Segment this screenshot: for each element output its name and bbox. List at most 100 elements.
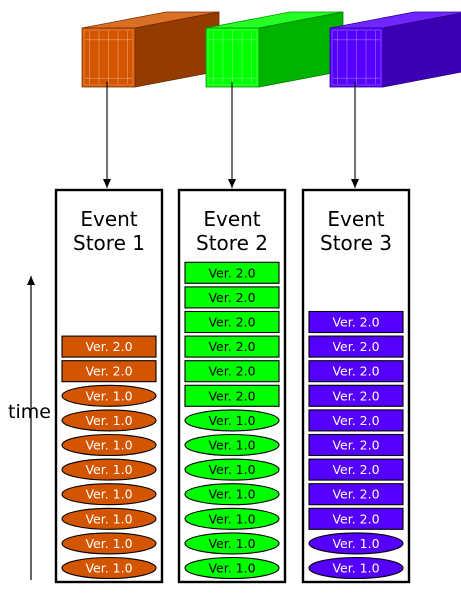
event-item-shape [184, 384, 280, 407]
event-item-label: Ver. 1.0 [208, 536, 255, 551]
event-item-label: Ver. 2.0 [208, 339, 255, 354]
event-item-label: Ver. 1.0 [85, 561, 132, 576]
event-item-v1: Ver. 1.0 [61, 458, 157, 481]
event-item-shape [308, 409, 404, 432]
event-item-v1: Ver. 1.0 [61, 433, 157, 457]
event-item-label: Ver. 1.0 [208, 462, 255, 477]
event-item-shape [184, 286, 280, 309]
event-item-label: Ver. 1.0 [208, 413, 255, 428]
event-item-v2: Ver. 2.0 [184, 286, 280, 309]
event-item-label: Ver. 2.0 [208, 315, 255, 330]
event-item-label: Ver. 2.0 [208, 265, 255, 280]
shipping-container-icon [205, 11, 344, 88]
event-item-shape [61, 483, 157, 506]
event-item-v2: Ver. 2.0 [184, 335, 280, 358]
event-item-label: Ver. 2.0 [332, 364, 379, 379]
event-store-title-line1: Event [327, 207, 384, 231]
event-item-v2: Ver. 2.0 [308, 335, 404, 358]
event-item-label: Ver. 2.0 [208, 290, 255, 305]
event-store-title-line2: Store 1 [73, 231, 145, 255]
arrows-layer [103, 82, 359, 188]
containers-layer [81, 11, 461, 88]
event-item-label: Ver. 2.0 [332, 462, 379, 477]
event-item-shape [308, 433, 404, 457]
event-item-label: Ver. 2.0 [85, 364, 132, 379]
event-item-shape [184, 261, 280, 284]
shipping-container-icon [81, 11, 220, 88]
event-item-v1: Ver. 1.0 [184, 458, 280, 481]
event-item-v1: Ver. 1.0 [184, 556, 280, 580]
event-item-v2: Ver. 2.0 [184, 310, 280, 334]
event-item-shape [184, 335, 280, 358]
event-item-label: Ver. 2.0 [332, 388, 379, 403]
event-item-label: Ver. 1.0 [85, 438, 132, 453]
event-item-shape [184, 360, 280, 383]
event-item-v1: Ver. 1.0 [184, 433, 280, 457]
event-item-label: Ver. 1.0 [85, 511, 132, 526]
event-item-label: Ver. 1.0 [208, 561, 255, 576]
event-item-v2: Ver. 2.0 [61, 360, 157, 383]
event-item-shape [61, 433, 157, 457]
event-item-label: Ver. 1.0 [85, 388, 132, 403]
event-item-v1: Ver. 1.0 [61, 409, 157, 432]
event-store-title-line2: Store 3 [320, 231, 392, 255]
event-item-shape [61, 556, 157, 580]
event-item-label: Ver. 2.0 [332, 339, 379, 354]
event-item-v1: Ver. 1.0 [184, 532, 280, 555]
event-item-v1: Ver. 1.0 [61, 532, 157, 555]
event-item-shape [61, 384, 157, 407]
event-item-v2: Ver. 2.0 [308, 458, 404, 481]
event-item-shape [184, 556, 280, 580]
event-item-v2: Ver. 2.0 [61, 335, 157, 358]
event-item-v2: Ver. 2.0 [308, 483, 404, 506]
event-item-shape [184, 507, 280, 530]
event-item-v2: Ver. 2.0 [308, 384, 404, 407]
event-item-v1: Ver. 1.0 [308, 556, 404, 580]
event-item-v2: Ver. 2.0 [308, 409, 404, 432]
event-item-v1: Ver. 1.0 [61, 556, 157, 580]
event-item-shape [61, 335, 157, 358]
event-item-v2: Ver. 2.0 [308, 433, 404, 457]
event-item-label: Ver. 2.0 [332, 438, 379, 453]
event-item-v2: Ver. 2.0 [184, 261, 280, 284]
event-item-label: Ver. 1.0 [85, 536, 132, 551]
event-item-shape [308, 556, 404, 580]
event-item-v2: Ver. 2.0 [184, 360, 280, 383]
event-item-shape [184, 483, 280, 506]
event-item-label: Ver. 2.0 [332, 511, 379, 526]
event-item-shape [61, 532, 157, 555]
event-item-shape [184, 532, 280, 555]
event-item-shape [308, 483, 404, 506]
event-item-label: Ver. 2.0 [332, 315, 379, 330]
event-item-v2: Ver. 2.0 [308, 507, 404, 530]
event-item-label: Ver. 1.0 [85, 487, 132, 502]
event-item-shape [308, 384, 404, 407]
event-item-shape [61, 409, 157, 432]
event-item-shape [184, 310, 280, 334]
event-item-label: Ver. 1.0 [208, 438, 255, 453]
container-door-detail [83, 29, 134, 86]
event-store-title-line1: Event [80, 207, 137, 231]
event-item-shape [184, 433, 280, 457]
time-axis: time [8, 276, 51, 580]
event-item-label: Ver. 1.0 [85, 413, 132, 428]
event-item-shape [308, 310, 404, 334]
container-door-detail [331, 29, 382, 86]
event-item-label: Ver. 2.0 [332, 487, 379, 502]
event-item-v2: Ver. 2.0 [308, 310, 404, 334]
event-item-label: Ver. 1.0 [332, 561, 379, 576]
event-item-v2: Ver. 2.0 [184, 384, 280, 407]
event-item-v1: Ver. 1.0 [61, 507, 157, 530]
event-item-label: Ver. 1.0 [208, 487, 255, 502]
event-item-label: Ver. 2.0 [85, 339, 132, 354]
event-item-v1: Ver. 1.0 [184, 483, 280, 506]
shipping-container-icon [329, 11, 461, 88]
event-item-shape [61, 507, 157, 530]
event-item-v1: Ver. 1.0 [308, 532, 404, 555]
event-item-shape [184, 458, 280, 481]
